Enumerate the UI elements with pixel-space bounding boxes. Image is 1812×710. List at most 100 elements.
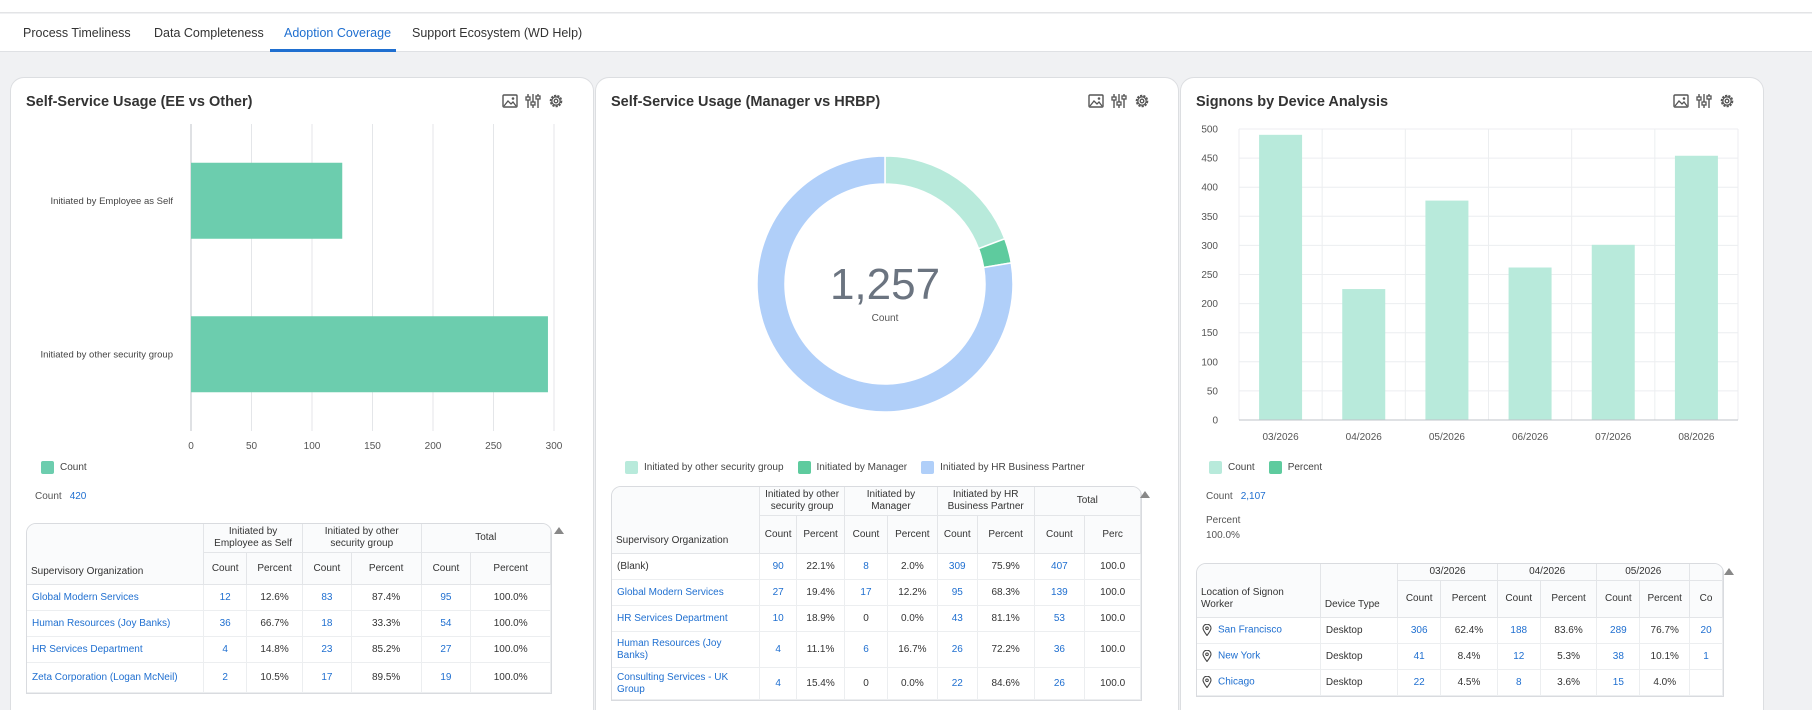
image-icon[interactable] (501, 92, 519, 110)
sub-header[interactable]: Perc (1084, 515, 1141, 554)
cell-count[interactable]: 53 (1034, 605, 1086, 632)
legend-item[interactable]: Count (1209, 461, 1255, 474)
org-link[interactable]: Human Resources (Joy Banks) (27, 610, 205, 637)
legend-item[interactable]: Initiated by other security group (625, 461, 784, 474)
org-link[interactable]: Zeta Corporation (Logan McNeil) (27, 662, 205, 693)
cell-count[interactable]: 17 (302, 662, 352, 693)
org-header[interactable]: Supervisory Organization (27, 524, 205, 585)
sub-header[interactable]: Percent (1540, 580, 1598, 618)
cell-count[interactable]: 95 (937, 579, 978, 606)
gear-icon[interactable] (1133, 92, 1151, 110)
location-cell[interactable]: Chicago (1197, 669, 1321, 696)
cell-count[interactable]: 54 (421, 610, 472, 637)
sub-header[interactable]: Count (1497, 580, 1541, 618)
cell-count[interactable]: 139 (1034, 579, 1086, 606)
cell-count[interactable]: 27 (421, 636, 472, 663)
sub-header[interactable]: Percent (351, 552, 422, 585)
legend-item[interactable]: Initiated by Manager (797, 461, 907, 474)
cell-count[interactable]: 90 (759, 553, 798, 580)
cell-count[interactable]: 15 (1596, 669, 1641, 696)
legend-item[interactable]: Initiated by HR Business Partner (921, 461, 1085, 474)
cell-count[interactable]: 95 (421, 584, 472, 611)
cell-count[interactable]: 41 (1397, 643, 1442, 670)
cell-count[interactable]: 407 (1034, 553, 1086, 580)
location-cell[interactable]: San Francisco (1197, 617, 1321, 644)
cell-count[interactable]: 309 (937, 553, 978, 580)
legend-item[interactable]: Count (41, 461, 87, 474)
org-link[interactable]: Global Modern Services (27, 584, 205, 611)
sub-header[interactable]: Count (203, 552, 248, 585)
group-header[interactable]: Total (1034, 487, 1141, 516)
cell-count[interactable] (1689, 669, 1723, 696)
cell-count[interactable]: 4 (759, 667, 798, 700)
sub-header[interactable]: Percent (470, 552, 551, 585)
cell-count[interactable]: 306 (1397, 617, 1442, 644)
group-header[interactable]: Initiated by Employee as Self (203, 524, 303, 553)
gear-icon[interactable] (1718, 92, 1736, 110)
org-link[interactable]: Human Resources (Joy Banks) (612, 631, 761, 668)
cell-count[interactable]: 17 (844, 579, 888, 606)
sub-header[interactable]: Co (1689, 580, 1723, 618)
sub-header[interactable]: Percent (1440, 580, 1498, 618)
tab-adoption-coverage[interactable]: Adoption Coverage (284, 26, 392, 40)
count-value[interactable]: 2,107 (1240, 491, 1266, 502)
location-name[interactable]: Chicago (1218, 676, 1255, 688)
cell-count[interactable]: 26 (937, 631, 978, 668)
tab-support-ecosystem[interactable]: Support Ecosystem (WD Help) (412, 26, 583, 40)
cell-count[interactable]: 8 (1497, 669, 1541, 696)
scroll-up-arrow[interactable] (1724, 568, 1734, 575)
org-link[interactable]: HR Services Department (612, 605, 761, 632)
sub-header[interactable]: Percent (246, 552, 303, 585)
cell-count[interactable]: 26 (1034, 667, 1086, 700)
sub-header[interactable]: Count (302, 552, 352, 585)
cell-count[interactable]: 36 (1034, 631, 1086, 668)
cell-count[interactable]: 23 (302, 636, 352, 663)
legend-item[interactable]: Percent (1268, 461, 1322, 474)
cell-count[interactable]: 8 (844, 553, 888, 580)
org-header[interactable]: Supervisory Organization (612, 487, 761, 554)
sub-header[interactable]: Count (1034, 515, 1086, 554)
filter-sliders-icon[interactable] (1695, 92, 1713, 110)
org-link[interactable]: HR Services Department (27, 636, 205, 663)
month-header[interactable]: 03/2026 (1397, 564, 1498, 581)
group-header[interactable]: Initiated by Manager (844, 487, 938, 516)
month-header[interactable]: 05/2026 (1596, 564, 1691, 581)
location-name[interactable]: San Francisco (1218, 624, 1282, 636)
cell-count[interactable]: 12 (203, 584, 248, 611)
month-header[interactable]: 04/2026 (1497, 564, 1598, 581)
scroll-up-arrow[interactable] (554, 527, 564, 534)
sub-header[interactable]: Count (421, 552, 472, 585)
tab-process-timeliness[interactable]: Process Timeliness (23, 26, 131, 40)
org-link[interactable]: (Blank) (612, 553, 761, 580)
cell-count[interactable]: 18 (302, 610, 352, 637)
cell-count[interactable]: 19 (421, 662, 472, 693)
sub-header[interactable]: Count (1596, 580, 1641, 618)
cell-count[interactable]: 4 (203, 636, 248, 663)
cell-count[interactable]: 43 (937, 605, 978, 632)
sub-header[interactable]: Count (937, 515, 978, 554)
sub-header[interactable]: Count (759, 515, 798, 554)
cell-count[interactable]: 6 (844, 631, 888, 668)
image-icon[interactable] (1672, 92, 1690, 110)
filter-sliders-icon[interactable] (524, 92, 542, 110)
group-header[interactable]: Total (421, 524, 551, 553)
sub-header[interactable]: Percent (796, 515, 846, 554)
cell-count[interactable]: 12 (1497, 643, 1541, 670)
sub-header[interactable]: Percent (977, 515, 1035, 554)
org-link[interactable]: Consulting Services - UK Group (612, 667, 761, 700)
group-header[interactable]: Initiated by HR Business Partner (937, 487, 1035, 516)
cell-count[interactable]: 188 (1497, 617, 1541, 644)
scroll-up-arrow[interactable] (1140, 491, 1150, 498)
org-link[interactable]: Global Modern Services (612, 579, 761, 606)
location-name[interactable]: New York (1218, 650, 1261, 662)
image-icon[interactable] (1087, 92, 1105, 110)
cell-count[interactable]: 22 (1397, 669, 1442, 696)
group-header[interactable]: Initiated by other security group (302, 524, 422, 553)
count-value[interactable]: 420 (69, 491, 87, 502)
tab-data-completeness[interactable]: Data Completeness (154, 26, 264, 40)
device-type-header[interactable]: Device Type (1320, 564, 1399, 618)
cell-count[interactable]: 22 (937, 667, 978, 700)
filter-sliders-icon[interactable] (1110, 92, 1128, 110)
cell-count[interactable]: 36 (203, 610, 248, 637)
cell-count[interactable]: 83 (302, 584, 352, 611)
